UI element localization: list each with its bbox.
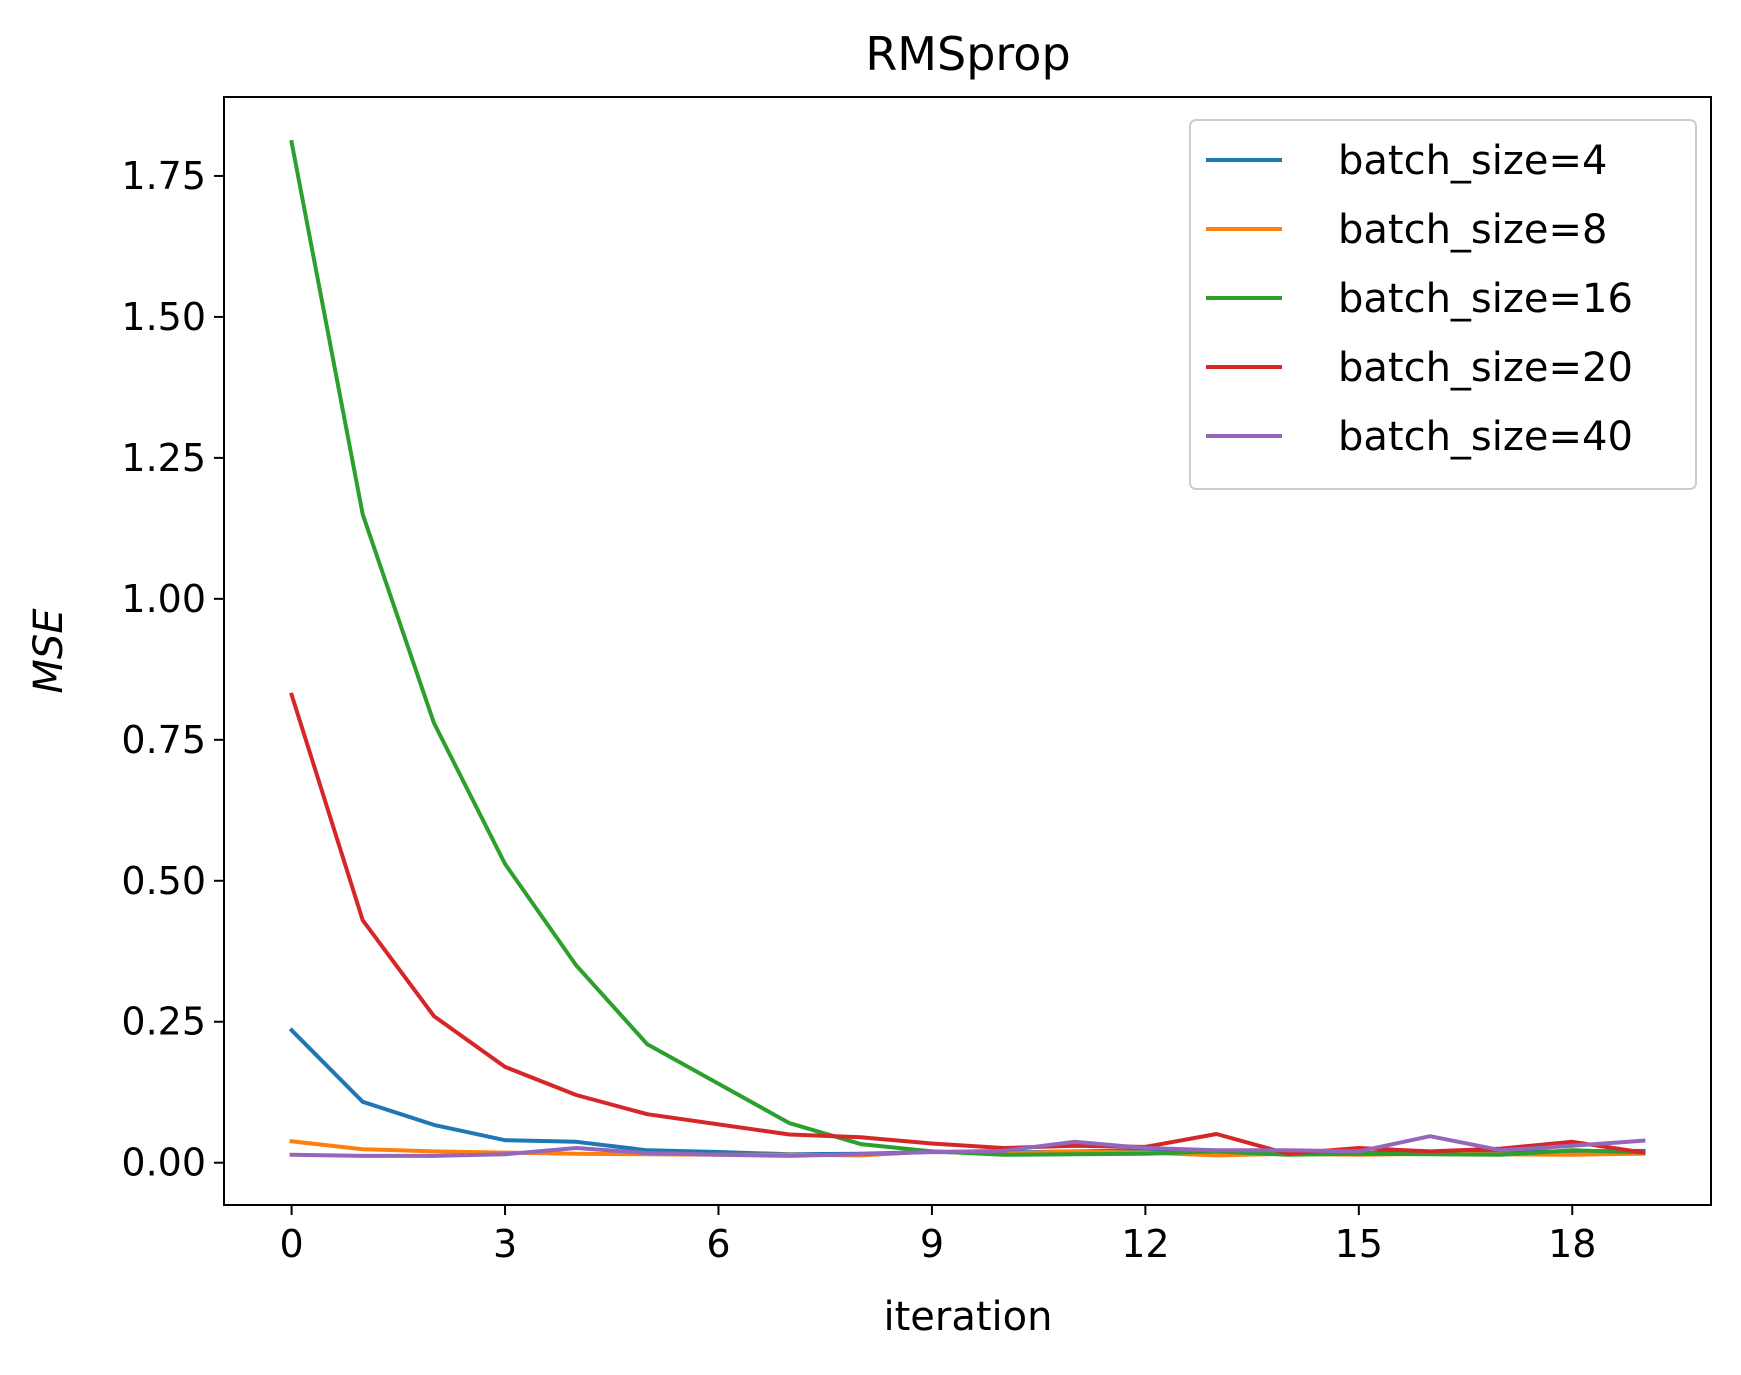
legend-label: batch_size=20: [1338, 345, 1633, 391]
series-line-batch-size-20: [289, 692, 1646, 1156]
x-tick-label: 18: [1548, 1222, 1596, 1266]
legend-label: batch_size=8: [1338, 207, 1607, 253]
x-tick-label: 12: [1121, 1222, 1169, 1266]
x-tick-label: 0: [279, 1222, 303, 1266]
y-axis-label: MSE: [26, 608, 72, 694]
y-tick-label: 0.75: [121, 718, 206, 762]
y-tick-label: 0.50: [121, 859, 206, 903]
legend-label: batch_size=16: [1338, 276, 1633, 322]
y-tick-label: 0.00: [121, 1141, 206, 1185]
y-axis: 0.00 0.25 0.50 0.75 1.00 1.25 1.50 1.75: [121, 154, 224, 1185]
legend: batch_size=4 batch_size=8 batch_size=16bat…: [1189, 119, 1697, 490]
series-line-batch-size-40: [289, 1134, 1646, 1158]
y-tick-label: 1.50: [121, 295, 206, 339]
legend-label: batch_size=4: [1338, 138, 1607, 184]
legend-box: [1189, 119, 1697, 490]
x-tick-label: 9: [920, 1222, 944, 1266]
x-axis: 0 3 6 9 12 15 18: [279, 1205, 1596, 1266]
x-tick-label: 3: [493, 1222, 517, 1266]
y-tick-label: 1.75: [121, 154, 206, 198]
x-axis-label: iteration: [884, 1294, 1053, 1340]
y-tick-label: 1.25: [121, 436, 206, 480]
legend-label: batch_size=40: [1338, 414, 1633, 460]
plot-frame: [223, 96, 1712, 1206]
series-lines: [288, 139, 1646, 1158]
x-tick-label: 15: [1335, 1222, 1383, 1266]
y-tick-label: 1.00: [121, 577, 206, 621]
x-tick-label: 6: [706, 1222, 730, 1266]
chart-title: RMSprop: [865, 27, 1070, 81]
y-tick-label: 0.25: [121, 1000, 206, 1044]
